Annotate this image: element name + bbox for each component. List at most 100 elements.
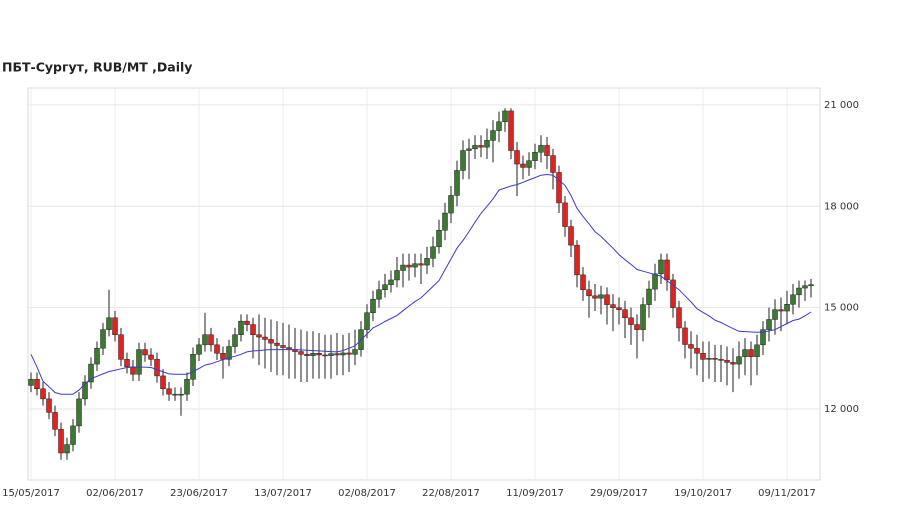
- candle-body: [118, 334, 124, 360]
- x-tick-label: 11/09/2017: [506, 488, 564, 499]
- candle-body: [652, 273, 658, 290]
- candle-body: [202, 334, 208, 346]
- candle-body: [724, 360, 730, 363]
- candle-body: [508, 110, 514, 151]
- candle-body: [106, 317, 112, 330]
- candle-body: [88, 363, 94, 383]
- candle-body: [706, 358, 712, 360]
- candle-body: [766, 319, 772, 330]
- candle-body: [394, 270, 400, 281]
- candle-body: [454, 170, 460, 196]
- candle-body: [382, 284, 388, 290]
- candle-body: [100, 329, 106, 349]
- candle-body: [280, 345, 286, 348]
- candle-body: [388, 279, 394, 285]
- candle-body: [568, 226, 574, 246]
- candle-body: [562, 202, 568, 227]
- candle-body: [94, 347, 100, 365]
- y-tick-label: 18 000: [824, 201, 859, 212]
- candle-body: [250, 324, 256, 335]
- candle-body: [808, 284, 814, 286]
- candle-body: [796, 287, 802, 296]
- candle-body: [478, 145, 484, 148]
- candle-body: [328, 353, 334, 356]
- candle-body: [694, 347, 700, 354]
- candle-body: [256, 334, 262, 338]
- candle-body: [346, 352, 352, 355]
- candle-body: [670, 279, 676, 308]
- candle-body: [472, 145, 478, 150]
- candle-body: [400, 264, 406, 271]
- candle-body: [184, 379, 190, 395]
- candle-body: [70, 425, 76, 445]
- candle-body: [712, 358, 718, 360]
- candle-body: [490, 130, 496, 141]
- candle-body: [28, 379, 34, 386]
- candle-body: [142, 349, 148, 356]
- plot-area: [27, 87, 821, 481]
- candle-body: [526, 160, 532, 168]
- candle-body: [622, 309, 628, 319]
- candle-body: [802, 285, 808, 289]
- x-tick-label: 13/07/2017: [254, 488, 312, 499]
- candle-body: [784, 304, 790, 312]
- candle-body: [136, 349, 142, 375]
- candle-body: [700, 353, 706, 360]
- candle-body: [646, 288, 652, 305]
- candle-body: [448, 195, 454, 214]
- candle-body: [436, 230, 442, 248]
- candle-body: [352, 349, 358, 355]
- candle-body: [550, 155, 556, 173]
- candle-body: [64, 444, 70, 454]
- candle-body: [190, 354, 196, 380]
- candle-body: [298, 351, 304, 355]
- candle-body: [610, 304, 616, 308]
- y-tick-label: 12 000: [824, 404, 859, 415]
- candle-body: [412, 263, 418, 268]
- candle-body: [640, 304, 646, 330]
- candle-body: [556, 172, 562, 204]
- candle-body: [466, 148, 472, 151]
- candle-body: [760, 329, 766, 346]
- candle-body: [502, 110, 508, 123]
- candle-body: [364, 312, 370, 330]
- candle-body: [538, 145, 544, 153]
- candle-body: [208, 334, 214, 346]
- candle-body: [406, 264, 412, 268]
- candle-body: [484, 140, 490, 148]
- candle-body: [226, 346, 232, 360]
- candle-body: [238, 320, 244, 335]
- candle-body: [736, 356, 742, 365]
- x-tick-label: 09/11/2017: [758, 488, 816, 499]
- candle-body: [778, 309, 784, 312]
- candle-body: [82, 381, 88, 400]
- candle-body: [592, 295, 598, 299]
- candle-body: [658, 259, 664, 275]
- candle-body: [586, 289, 592, 297]
- candle-body: [742, 349, 748, 357]
- candle-body: [340, 352, 346, 356]
- marks: [28, 108, 814, 460]
- candle-body: [166, 388, 172, 395]
- candle-body: [130, 366, 136, 375]
- candle-body: [430, 246, 436, 259]
- candle-body: [544, 145, 550, 156]
- candle-body: [520, 163, 526, 168]
- candle-body: [34, 379, 40, 390]
- candle-body: [52, 412, 58, 430]
- candle-body: [532, 151, 538, 161]
- x-tick-label: 15/05/2017: [2, 488, 60, 499]
- candle-body: [460, 150, 466, 171]
- candle-body: [442, 212, 448, 231]
- candle-body: [376, 289, 382, 300]
- candle-body: [418, 263, 424, 266]
- candle-body: [304, 354, 310, 356]
- candle-body: [496, 121, 502, 131]
- candle-body: [154, 359, 160, 377]
- candle-body: [334, 353, 340, 356]
- candle-body: [688, 344, 694, 349]
- candle-body: [124, 359, 130, 368]
- candle-body: [598, 294, 604, 299]
- candle-body: [232, 334, 238, 347]
